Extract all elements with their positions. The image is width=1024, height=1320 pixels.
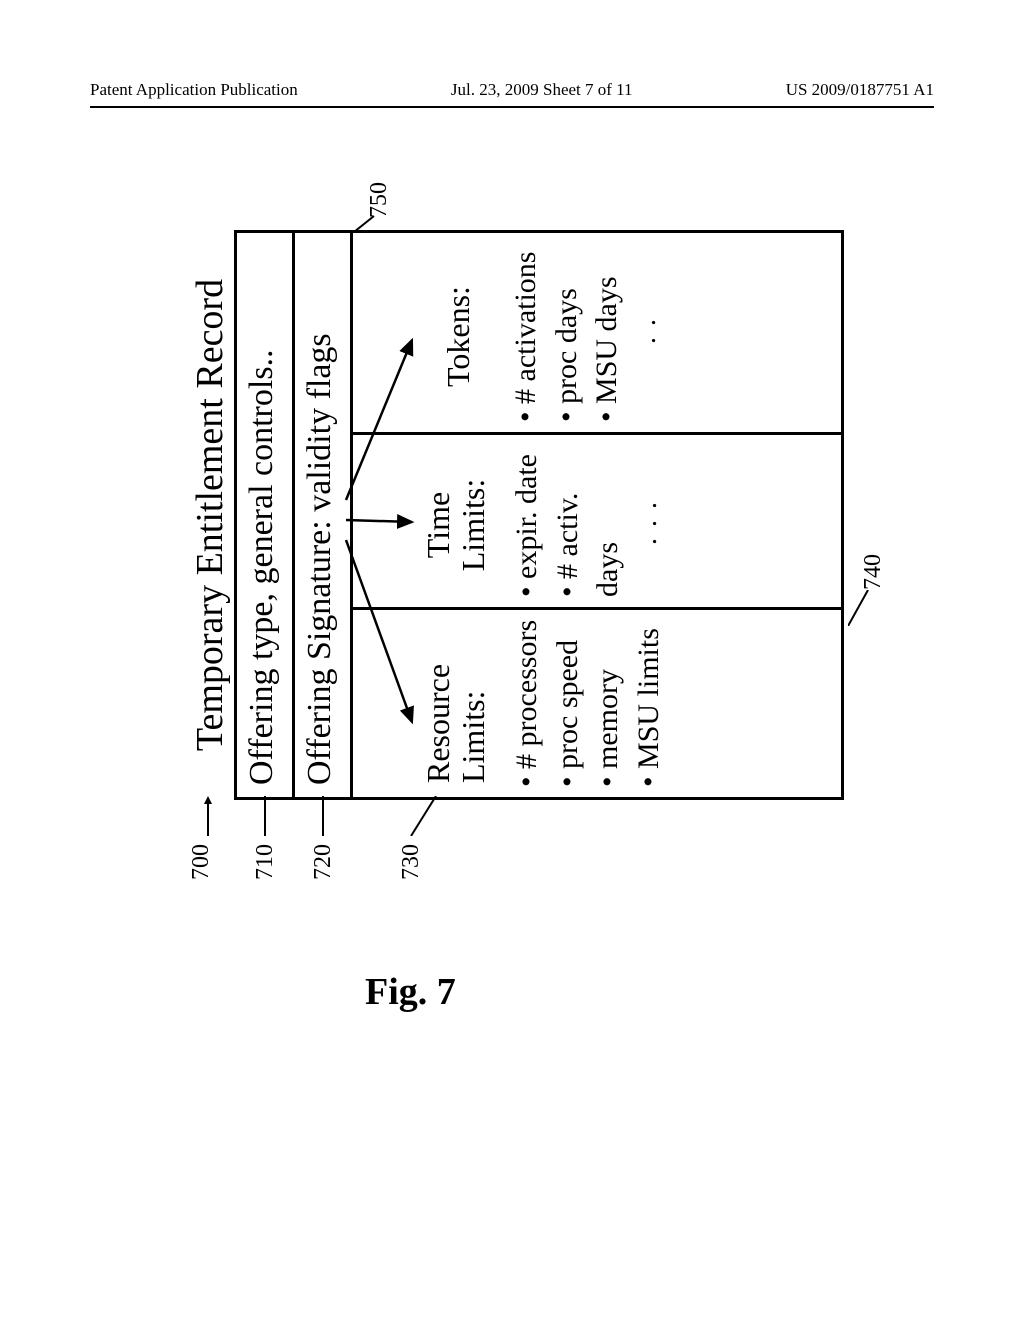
item-proc-speed: proc speed xyxy=(548,616,589,787)
ref-740-leader xyxy=(848,590,872,626)
signature-arrows xyxy=(350,230,430,800)
header-left: Patent Application Publication xyxy=(90,80,298,106)
ref-700-leader xyxy=(200,796,216,836)
ref-750-leader xyxy=(354,212,378,232)
ref-720: 720 xyxy=(310,844,337,880)
ref-710-leader xyxy=(262,796,268,836)
page-header: Patent Application Publication Jul. 23, … xyxy=(90,80,934,108)
ref-740: 740 xyxy=(860,554,887,590)
rotated-diagram: Temporary Entitlement Record Offering ty… xyxy=(180,210,900,930)
record-box: Offering type, general controls.. Offeri… xyxy=(234,230,844,800)
item-msu-days: MSU days xyxy=(587,239,628,422)
col-resource-items: # processors proc speed memory MSU limit… xyxy=(501,610,669,797)
page: Patent Application Publication Jul. 23, … xyxy=(0,0,1024,1320)
col-tokens-h1: Tokens: xyxy=(440,286,476,387)
col-time-h2: Limits: xyxy=(455,479,491,571)
col-tokens-items: # activations proc days MSU days . . xyxy=(486,233,665,432)
ref-720-leader xyxy=(320,796,326,836)
ref-740-text: 740 xyxy=(860,554,886,590)
ref-710: 710 xyxy=(252,844,279,880)
col-time-items: expir. date # activ. days . . . xyxy=(501,435,666,607)
tokens-ellipsis: . . xyxy=(628,239,666,422)
figure-caption: Fig. 7 xyxy=(365,970,456,1014)
row-offering-type: Offering type, general controls.. xyxy=(237,233,295,797)
ref-720-text: 720 xyxy=(310,844,336,880)
item-memory: memory xyxy=(588,616,629,787)
ref-710-text: 710 xyxy=(252,844,278,880)
ref-730-text: 730 xyxy=(398,844,424,880)
ref-750: 750 xyxy=(366,182,393,218)
item-expir-date: expir. date xyxy=(507,441,548,597)
record-title: Temporary Entitlement Record xyxy=(188,230,232,800)
header-center: Jul. 23, 2009 Sheet 7 of 11 xyxy=(451,80,633,106)
header-right: US 2009/0187751 A1 xyxy=(786,80,934,106)
item-msu-limits: MSU limits xyxy=(629,616,670,787)
diagram-area: Temporary Entitlement Record Offering ty… xyxy=(120,240,875,960)
ref-700: 700 xyxy=(188,844,215,880)
item-activations: # activations xyxy=(506,239,547,422)
row-offering-signature: Offering Signature: validity flags xyxy=(295,233,353,797)
item-proc-days: proc days xyxy=(547,239,588,422)
time-ellipsis: . . . xyxy=(629,441,667,597)
ref-700-text: 700 xyxy=(188,844,214,880)
item-activ-days: # activ. days xyxy=(548,441,629,597)
col-resource-h2: Limits: xyxy=(455,691,491,783)
ref-730: 730 xyxy=(398,844,425,880)
ref-730-leader xyxy=(408,796,438,836)
item-processors: # processors xyxy=(507,616,548,787)
